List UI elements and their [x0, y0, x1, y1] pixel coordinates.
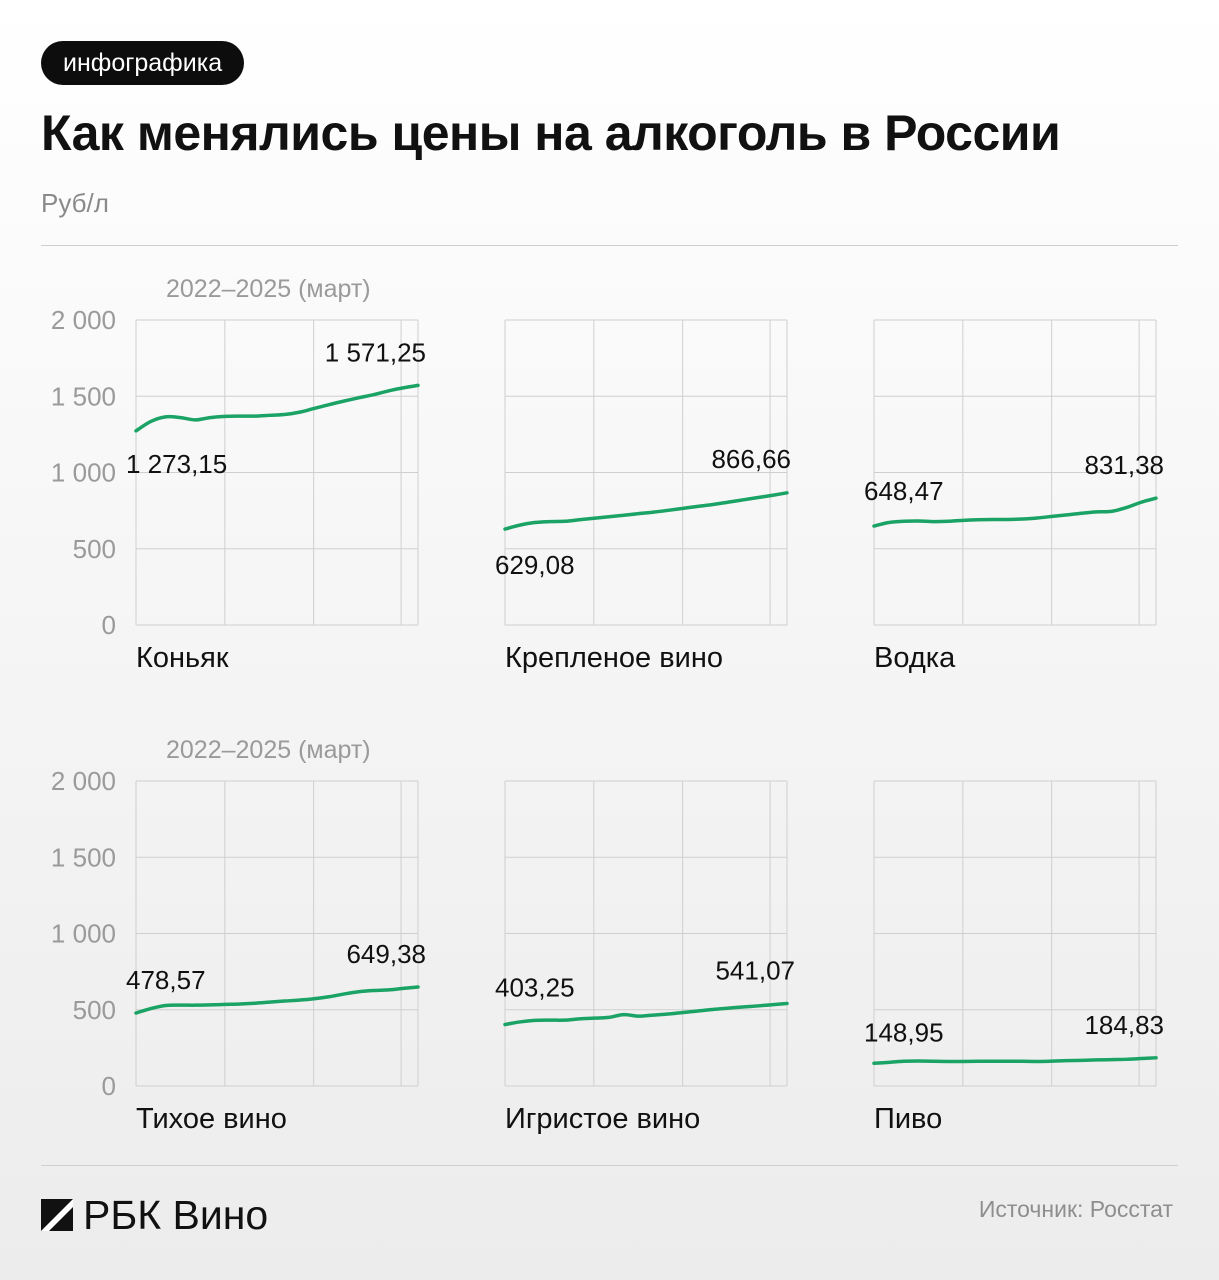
- y-tick-label: 2 000: [51, 305, 116, 335]
- y-tick-label: 2 000: [51, 766, 116, 796]
- rbk-logo-icon: [41, 1199, 73, 1231]
- end-value-label: 866,66: [711, 444, 791, 474]
- chart-panel: 2 000 1 500 1 000 500 0 2022–2025 (март) 478,5…: [51, 736, 426, 1135]
- end-value-label: 649,38: [346, 939, 426, 969]
- end-value-label: 1 571,25: [325, 337, 426, 367]
- infographic-badge: инфографика: [41, 41, 245, 85]
- rbk-logo: РБК Вино: [41, 1190, 268, 1240]
- chart-panel: 629,08 866,66 Крепленое вино: [495, 319, 791, 674]
- category-label: Игристое вино: [505, 1103, 700, 1135]
- category-label: Водка: [874, 642, 956, 674]
- category-label: Коньяк: [136, 642, 229, 674]
- chart-panel: 648,47 831,38 Водка: [864, 319, 1164, 674]
- series-line: [872, 496, 1158, 528]
- chart-panel: 148,95 184,83 Пиво: [864, 780, 1164, 1135]
- start-value-label: 648,47: [864, 476, 944, 506]
- start-value-label: 1 273,15: [126, 449, 227, 479]
- series-line: [503, 491, 789, 531]
- period-label: 2022–2025 (март): [166, 275, 371, 303]
- series-line: [503, 1001, 789, 1027]
- series-line: [134, 383, 420, 433]
- start-value-label: 403,25: [495, 973, 575, 1003]
- category-label: Тихое вино: [136, 1103, 287, 1135]
- logo-text: РБК Вино: [83, 1191, 269, 1238]
- end-value-label: 184,83: [1084, 1010, 1164, 1040]
- y-tick-label: 1 500: [51, 842, 116, 872]
- y-tick-label: 1 000: [51, 919, 116, 949]
- start-value-label: 478,57: [126, 965, 206, 995]
- category-label: Крепленое вино: [505, 642, 723, 674]
- y-tick-label: 500: [73, 995, 116, 1025]
- y-tick-label: 500: [73, 534, 116, 564]
- bottom-divider: [41, 1165, 1178, 1166]
- top-divider: [41, 245, 1178, 246]
- y-tick-label: 1 000: [51, 458, 116, 488]
- series-line: [872, 1056, 1158, 1066]
- chart-panel: 403,25 541,07 Игристое вино: [495, 780, 795, 1135]
- start-value-label: 629,08: [495, 550, 575, 580]
- page-title: Как менялись цены на алкоголь в России: [41, 105, 1061, 161]
- series-line: [134, 985, 420, 1015]
- start-value-label: 148,95: [864, 1017, 944, 1047]
- unit-label: Руб/л: [41, 188, 109, 218]
- end-value-label: 831,38: [1084, 450, 1164, 480]
- source-label: Источник: Росстат: [978, 1196, 1173, 1222]
- period-label: 2022–2025 (март): [166, 736, 371, 764]
- y-tick-label: 0: [102, 1071, 116, 1101]
- y-tick-label: 0: [102, 610, 116, 640]
- end-value-label: 541,07: [715, 955, 795, 985]
- y-tick-label: 1 500: [51, 381, 116, 411]
- chart-panel: 2 000 1 500 1 000 500 0 2022–2025 (март) 1 273…: [51, 275, 426, 674]
- category-label: Пиво: [874, 1103, 942, 1135]
